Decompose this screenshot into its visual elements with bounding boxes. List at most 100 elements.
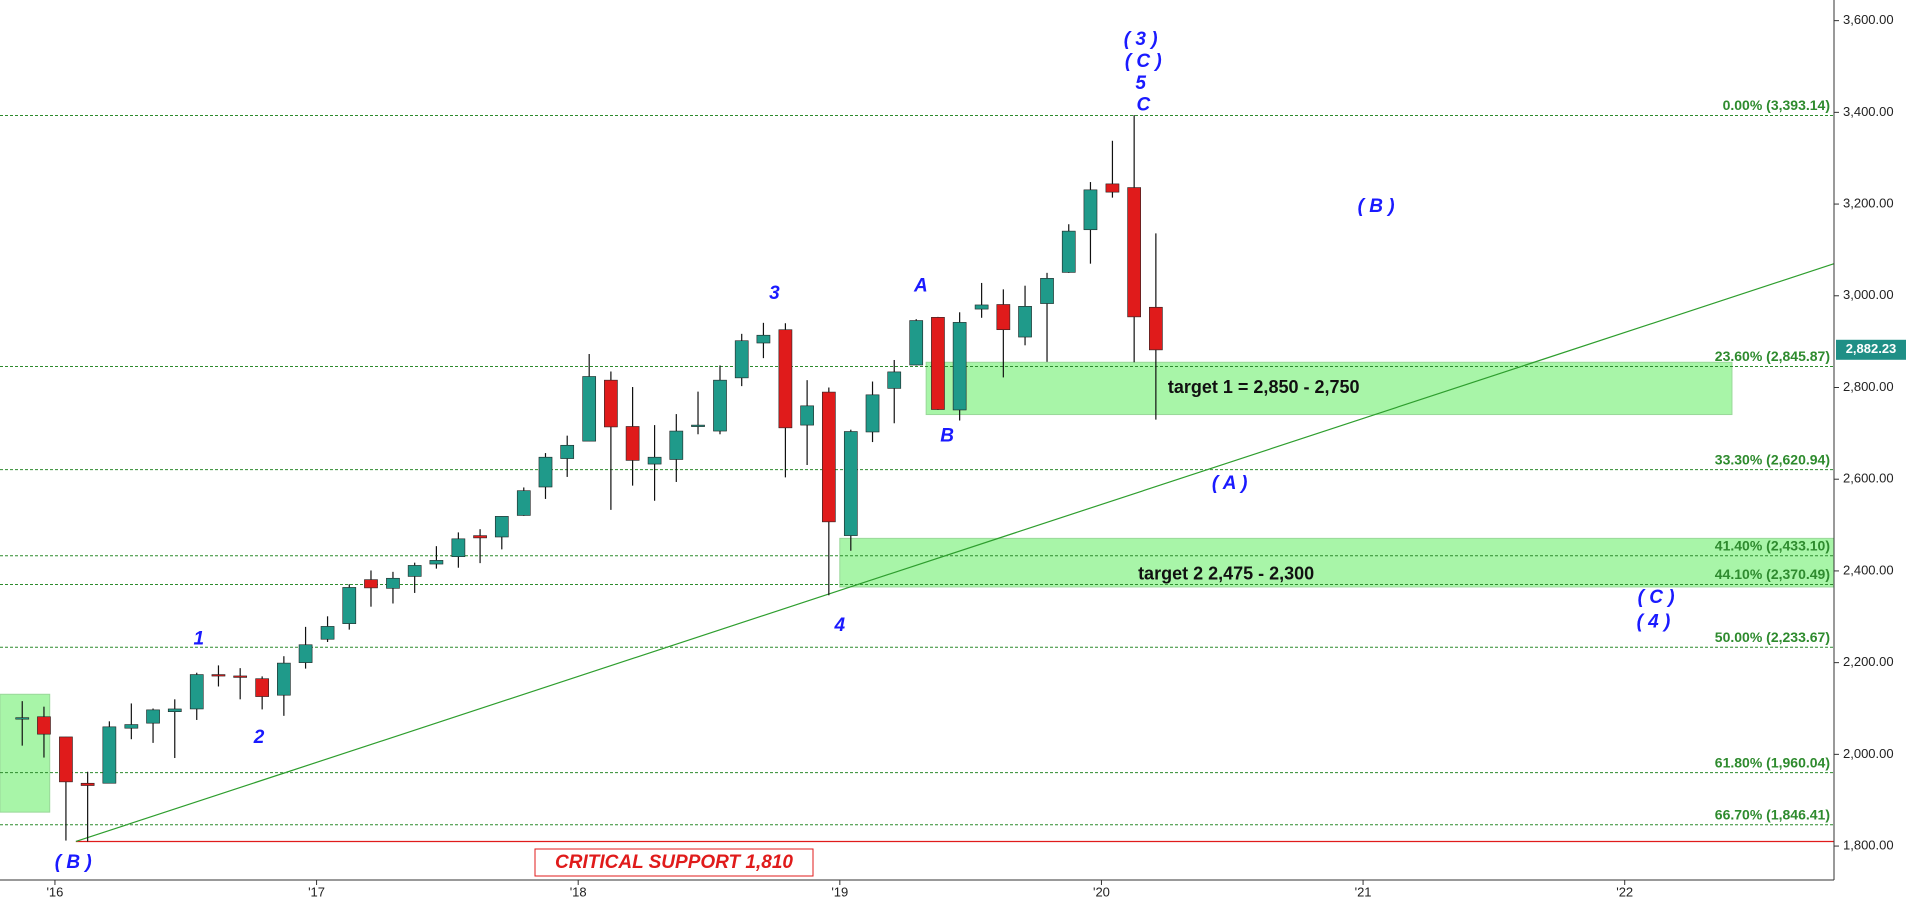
wave-label: 3 xyxy=(769,283,780,304)
target-label: target 1 = 2,850 - 2,750 xyxy=(1168,377,1360,397)
last-price-box xyxy=(1836,339,1906,360)
wave-label: A xyxy=(913,276,928,297)
wave-label: ( 4 ) xyxy=(1637,611,1671,632)
candle-body xyxy=(713,379,727,432)
wave-label: ( A ) xyxy=(1212,473,1248,494)
y-tick-label: 2,400.00 xyxy=(1843,562,1894,577)
candle-body xyxy=(1127,187,1141,318)
candle-body xyxy=(277,662,291,696)
y-tick-label: 2,800.00 xyxy=(1843,379,1894,394)
wave-label: 1 xyxy=(194,628,205,649)
wave-label: 4 xyxy=(834,615,846,636)
price-axis-bg xyxy=(1834,0,1907,907)
target-label: target 2 2,475 - 2,300 xyxy=(1138,563,1314,583)
fib-label: 23.60% (2,845.87) xyxy=(1715,348,1830,364)
last-price-label: 2,882.23 xyxy=(1846,341,1897,356)
candle-body xyxy=(102,726,117,784)
candle-body xyxy=(734,340,749,379)
candle-body xyxy=(800,405,814,426)
candle-body xyxy=(15,717,30,720)
candle-body xyxy=(494,516,509,538)
candle-body xyxy=(996,304,1011,331)
fib-label: 41.40% (2,433.10) xyxy=(1715,537,1830,553)
x-tick-label: '16 xyxy=(46,884,63,899)
candle-body xyxy=(538,456,553,488)
candle-body xyxy=(625,426,640,461)
wave-label: 5 xyxy=(1135,73,1146,94)
candle-body xyxy=(691,424,705,427)
candle-body xyxy=(865,394,880,433)
target-zone xyxy=(0,693,51,813)
candle-body xyxy=(189,674,204,710)
candle-body xyxy=(647,456,662,465)
candle-body xyxy=(909,320,924,366)
candle-body xyxy=(887,371,902,389)
candle-body xyxy=(1083,189,1098,231)
candle-body xyxy=(582,376,597,442)
candle-body xyxy=(843,431,858,536)
candle-body xyxy=(560,444,575,459)
target-zone xyxy=(925,361,1733,416)
fib-label: 61.80% (1,960.04) xyxy=(1715,754,1830,770)
candle-body xyxy=(473,535,487,539)
fib-label: 44.10% (2,370.49) xyxy=(1715,566,1830,582)
x-tick-label: '18 xyxy=(570,884,587,899)
candle-body xyxy=(1018,306,1032,338)
x-tick-label: '17 xyxy=(308,884,325,899)
candle-body xyxy=(255,678,269,697)
x-tick-label: '21 xyxy=(1355,884,1372,899)
support-box xyxy=(534,848,814,877)
fib-label: 50.00% (2,233.67) xyxy=(1715,629,1830,645)
candle-body xyxy=(407,565,422,577)
y-tick-label: 3,200.00 xyxy=(1843,196,1894,211)
fib-label: 0.00% (3,393.14) xyxy=(1723,97,1830,113)
fib-label: 66.70% (1,846.41) xyxy=(1715,806,1830,822)
target-zone xyxy=(839,537,1835,588)
candle-body xyxy=(974,304,989,310)
candle-body xyxy=(37,716,51,735)
wave-label: B xyxy=(940,426,954,447)
x-tick-label: '19 xyxy=(831,884,848,899)
y-tick-label: 3,600.00 xyxy=(1843,12,1894,27)
wave-label: ( B ) xyxy=(1358,196,1395,217)
y-tick-label: 2,200.00 xyxy=(1843,654,1894,669)
candle-body xyxy=(1061,230,1076,273)
wave-label: ( C ) xyxy=(1125,51,1162,72)
support-label: CRITICAL SUPPORT 1,810 xyxy=(555,852,793,873)
candle-body xyxy=(931,317,945,410)
candle-body xyxy=(1040,278,1054,304)
candle-body xyxy=(669,430,684,460)
wave-label: ( C ) xyxy=(1638,587,1675,608)
trendline xyxy=(75,263,1835,843)
candle-body xyxy=(342,587,357,624)
candle-body xyxy=(778,329,793,429)
candle-body xyxy=(952,322,967,411)
candle-body xyxy=(1105,183,1120,193)
y-tick-label: 3,400.00 xyxy=(1843,104,1894,119)
wave-label: ( B ) xyxy=(55,852,92,873)
candle-body xyxy=(756,334,771,344)
wave-label: C xyxy=(1136,94,1150,115)
candle-body xyxy=(604,379,618,428)
fib-label: 33.30% (2,620.94) xyxy=(1715,451,1830,467)
candle-body xyxy=(211,674,226,677)
x-tick-label: '20 xyxy=(1093,884,1110,899)
candle-body xyxy=(298,644,313,663)
candle-body xyxy=(821,391,836,523)
y-tick-label: 2,000.00 xyxy=(1843,746,1894,761)
candle-body xyxy=(516,490,531,516)
wave-label: ( 3 ) xyxy=(1124,29,1158,50)
y-tick-label: 3,000.00 xyxy=(1843,287,1894,302)
candle-body xyxy=(233,675,248,678)
candle-body xyxy=(124,724,139,729)
candle-body xyxy=(451,538,466,558)
y-tick-label: 2,600.00 xyxy=(1843,471,1894,486)
candle-body xyxy=(386,577,400,589)
candle-body xyxy=(167,708,182,713)
candle-body xyxy=(364,579,378,589)
candle-body xyxy=(146,709,160,724)
candle-body xyxy=(80,782,95,786)
candle-body xyxy=(1149,306,1163,351)
